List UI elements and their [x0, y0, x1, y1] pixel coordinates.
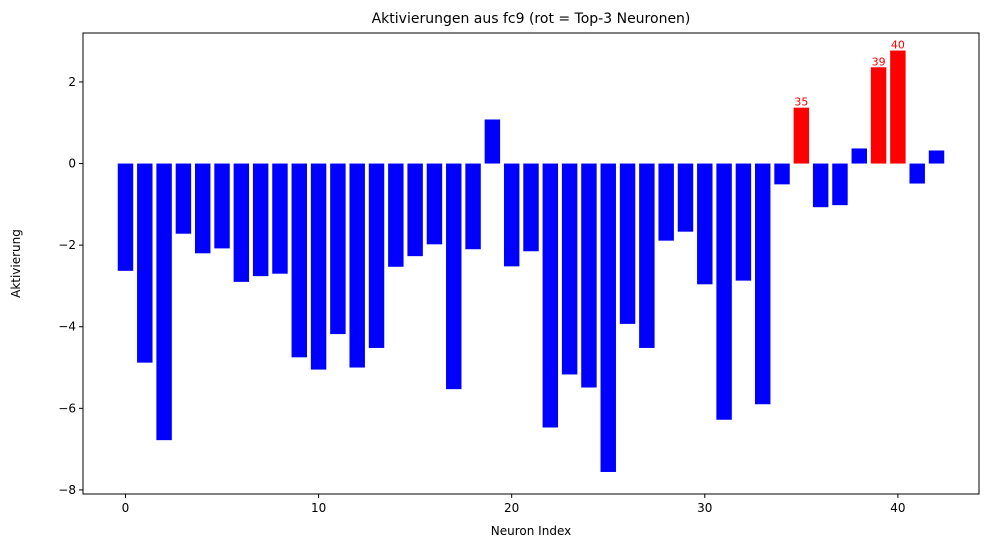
bar — [581, 163, 597, 388]
bar — [330, 163, 346, 335]
bar — [291, 163, 307, 358]
bar — [388, 163, 404, 267]
bar — [561, 163, 578, 375]
bar — [137, 163, 153, 363]
bar — [195, 163, 211, 254]
bar — [619, 163, 636, 324]
bar-labels-group: 35 39 40 — [794, 39, 905, 109]
bar — [272, 163, 288, 274]
bar — [697, 163, 713, 285]
bar — [909, 163, 925, 184]
y-tick-label: −2 — [58, 238, 76, 252]
y-ticks-group: −8 −6 −4 −2 0 2 — [58, 75, 83, 497]
bar — [117, 163, 134, 271]
y-tick-label: −6 — [58, 401, 76, 415]
bar-value-label: 40 — [891, 39, 905, 52]
bar — [677, 163, 694, 232]
bar — [349, 163, 365, 368]
bar-top3 — [890, 50, 906, 164]
bar — [774, 163, 790, 185]
bar — [310, 163, 327, 370]
bar — [484, 119, 501, 164]
plot-frame — [82, 32, 980, 495]
bar — [716, 163, 732, 420]
bar — [639, 163, 655, 348]
bar-value-label: 35 — [794, 96, 808, 109]
bar — [812, 163, 829, 208]
bar — [503, 163, 520, 267]
bar — [600, 163, 616, 472]
bar — [426, 163, 443, 245]
x-ticks-group: 0 10 20 30 40 — [122, 494, 906, 515]
bar — [832, 163, 848, 206]
bar — [407, 163, 423, 257]
bar — [368, 163, 385, 348]
x-tick-label: 30 — [697, 501, 712, 515]
bar — [755, 163, 771, 405]
x-tick-label: 20 — [504, 501, 519, 515]
bar — [446, 163, 462, 390]
chart-title: Aktivierungen aus fc9 (rot = Top-3 Neuro… — [372, 11, 691, 27]
bar — [465, 163, 481, 250]
x-tick-label: 0 — [122, 501, 130, 515]
bar — [542, 163, 559, 428]
x-tick-label: 10 — [311, 501, 326, 515]
bar — [658, 163, 674, 241]
bars-group — [117, 50, 945, 472]
bar — [928, 150, 945, 164]
bar — [252, 163, 269, 277]
bar — [214, 163, 230, 249]
x-axis-label: Neuron Index — [491, 524, 571, 538]
y-tick-label: 2 — [68, 75, 76, 89]
y-tick-label: 0 — [68, 157, 76, 171]
bar-top3 — [793, 107, 810, 164]
y-tick-label: −4 — [58, 320, 76, 334]
bar — [735, 163, 752, 281]
bar — [156, 163, 172, 441]
bar — [523, 163, 539, 252]
bar — [851, 148, 867, 164]
bar-top3 — [870, 67, 887, 164]
bar-value-label: 39 — [872, 55, 886, 68]
y-tick-label: −8 — [58, 483, 76, 497]
y-axis-label: Aktivierung — [9, 229, 23, 298]
x-tick-label: 40 — [890, 501, 905, 515]
bar — [233, 163, 250, 282]
bar — [175, 163, 192, 234]
